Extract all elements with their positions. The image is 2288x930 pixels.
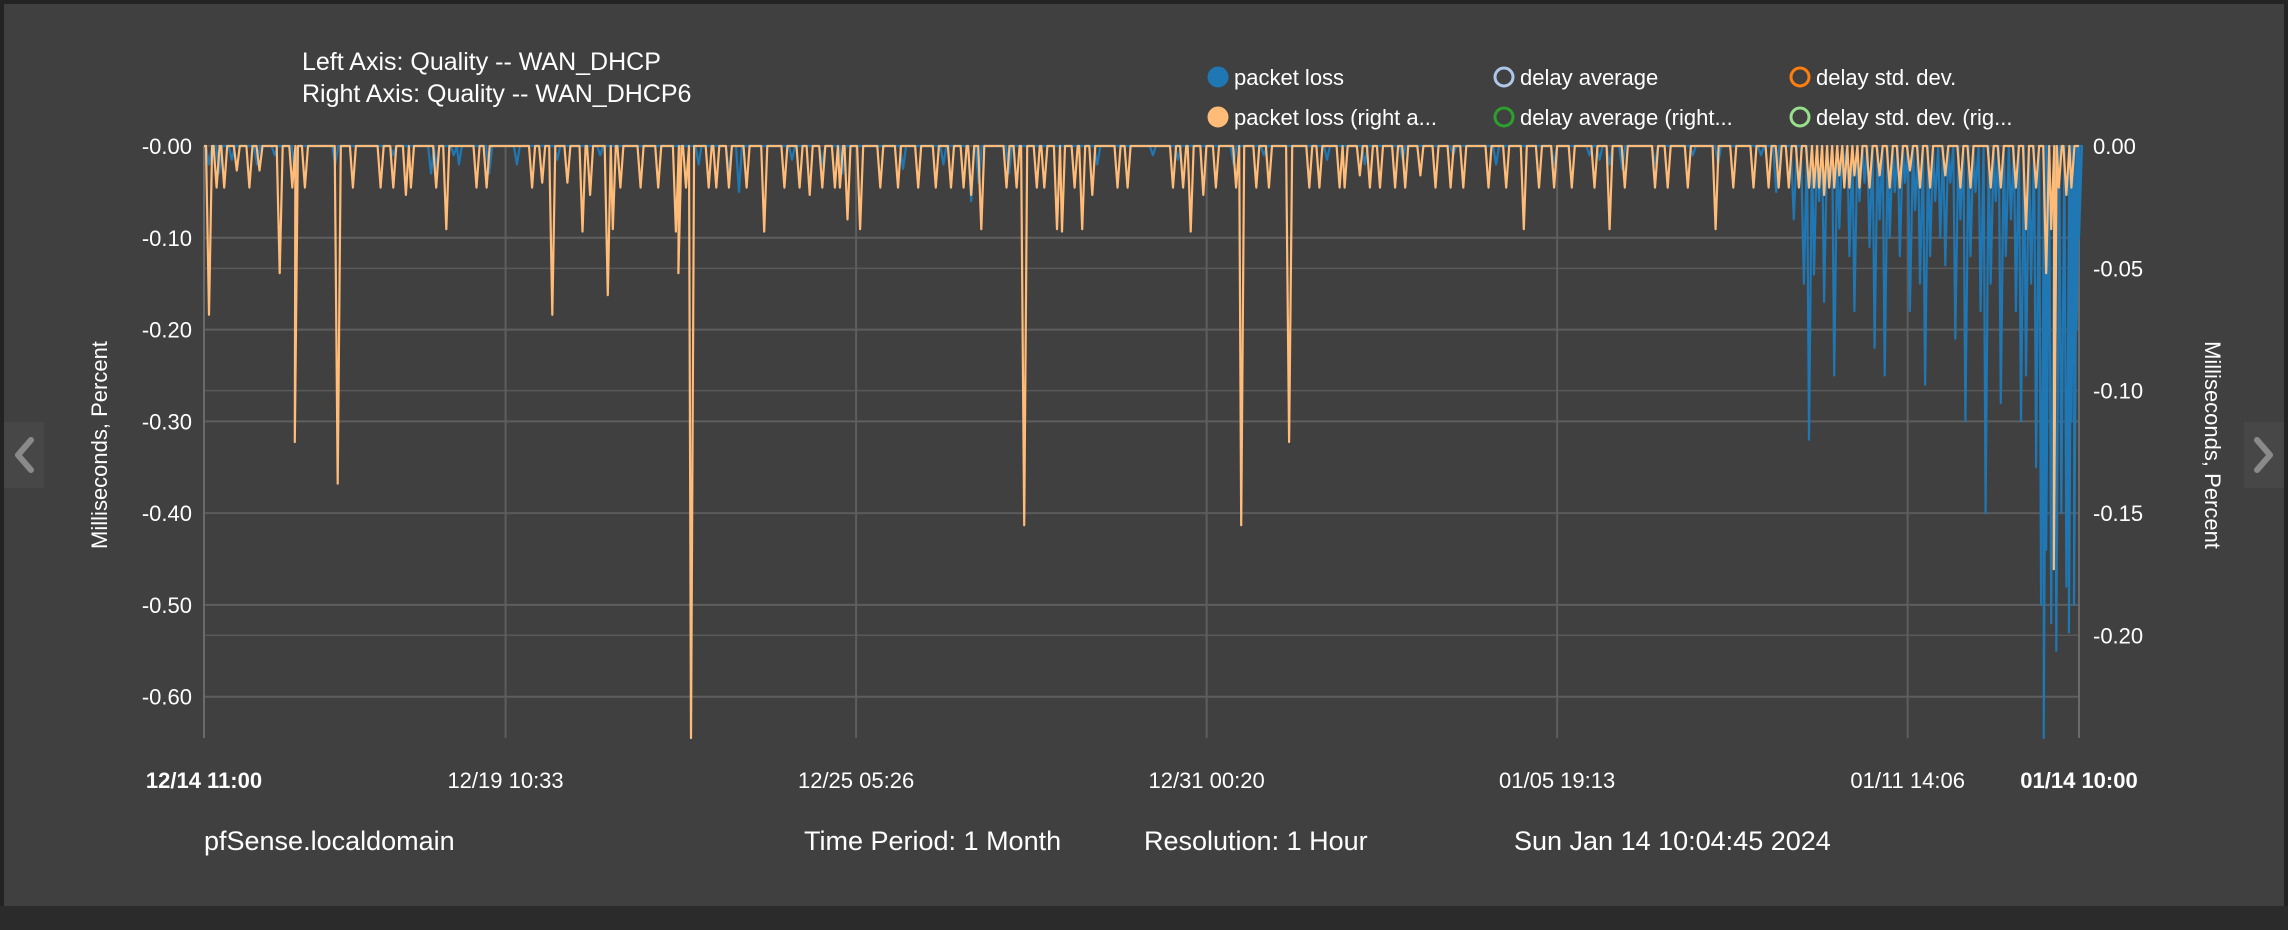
chevron-left-icon xyxy=(15,437,34,473)
legend-label-packet-loss-right: packet loss (right a... xyxy=(1234,105,1437,130)
legend-item-delay-average[interactable]: delay average xyxy=(1493,65,1658,90)
time-period-label: Time Period: 1 Month xyxy=(804,826,1061,856)
x-tick-label: 12/31 00:20 xyxy=(1148,768,1264,793)
y-tick-label: -0.30 xyxy=(142,409,192,434)
legend-label-delay-average: delay average xyxy=(1520,65,1658,90)
y2-tick-label: 0.00 xyxy=(2093,134,2136,159)
y2-tick-label: -0.15 xyxy=(2093,501,2143,526)
x-tick-label: 01/11 14:06 xyxy=(1850,768,1965,793)
legend-marker-packet-loss-right xyxy=(1207,106,1229,128)
series-line-packet-loss-right xyxy=(204,144,2079,740)
x-tick-label: 12/19 10:33 xyxy=(447,768,563,793)
y-tick-label: -0.50 xyxy=(142,593,192,618)
series-line-packet-loss xyxy=(204,144,2084,740)
left-y-axis: -0.00 -0.10 -0.20 -0.30 -0.40 -0.50 -0.60 xyxy=(142,134,192,710)
x-tick-label: 01/05 19:13 xyxy=(1499,768,1615,793)
timestamp-label: Sun Jan 14 10:04:45 2024 xyxy=(1514,826,1831,856)
legend-label-packet-loss: packet loss xyxy=(1234,65,1344,90)
legend-marker-packet-loss xyxy=(1207,66,1229,88)
y2-tick-label: -0.10 xyxy=(2093,379,2143,404)
legend-item-delay-std-dev-right[interactable]: delay std. dev. (rig... xyxy=(1789,105,2012,130)
legend-marker-delay-std-dev xyxy=(1789,66,1811,88)
chart-series xyxy=(204,144,2084,740)
hostname-label: pfSense.localdomain xyxy=(204,826,455,856)
panel-bottom-edge xyxy=(0,906,2288,930)
y-tick-label: -0.40 xyxy=(142,501,192,526)
left-axis-title: Left Axis: Quality -- WAN_DHCP xyxy=(302,48,661,76)
legend-label-delay-std-dev-right: delay std. dev. (rig... xyxy=(1816,105,2012,130)
chart-legend: packet loss delay average delay std. dev… xyxy=(1207,65,2012,130)
y-tick-label: -0.10 xyxy=(142,226,192,251)
quality-chart: Left Axis: Quality -- WAN_DHCP Right Axi… xyxy=(4,48,2284,856)
right-y-axis-label: Milliseconds, Percent xyxy=(2200,341,2225,549)
resolution-label: Resolution: 1 Hour xyxy=(1144,826,1368,856)
legend-label-delay-std-dev: delay std. dev. xyxy=(1816,65,1956,90)
legend-label-delay-average-right: delay average (right... xyxy=(1520,105,1733,130)
legend-item-packet-loss[interactable]: packet loss xyxy=(1207,65,1344,90)
x-tick-label: 12/14 11:00 xyxy=(146,768,262,793)
left-y-axis-label: Milliseconds, Percent xyxy=(87,341,112,549)
y-tick-label: -0.20 xyxy=(142,318,192,343)
chart-grid xyxy=(203,145,2080,738)
legend-item-packet-loss-right[interactable]: packet loss (right a... xyxy=(1207,105,1437,130)
prev-period-button[interactable] xyxy=(4,422,44,488)
legend-marker-delay-average xyxy=(1493,66,1515,88)
legend-marker-delay-std-dev-right xyxy=(1789,106,1811,128)
legend-item-delay-std-dev[interactable]: delay std. dev. xyxy=(1789,65,1956,90)
y2-tick-label: -0.20 xyxy=(2093,623,2143,648)
legend-item-delay-average-right[interactable]: delay average (right... xyxy=(1493,105,1733,130)
right-y-axis: 0.00 -0.05 -0.10 -0.15 -0.20 xyxy=(2093,134,2143,648)
y-tick-label: -0.60 xyxy=(142,685,192,710)
x-axis: 12/14 11:00 12/19 10:33 12/25 05:26 12/31 0… xyxy=(146,768,2138,793)
y-tick-label: -0.00 xyxy=(142,134,192,159)
x-tick-label: 12/25 05:26 xyxy=(798,768,914,793)
chevron-right-icon xyxy=(2254,437,2273,473)
right-axis-title: Right Axis: Quality -- WAN_DHCP6 xyxy=(302,80,691,108)
next-period-button[interactable] xyxy=(2244,422,2284,488)
legend-marker-delay-average-right xyxy=(1493,106,1515,128)
x-tick-label: 01/14 10:00 xyxy=(2020,768,2137,793)
y2-tick-label: -0.05 xyxy=(2093,256,2143,281)
next-button-bg xyxy=(2244,422,2284,488)
prev-button-bg xyxy=(4,422,44,488)
graph-panel: Left Axis: Quality -- WAN_DHCP Right Axi… xyxy=(4,4,2284,906)
